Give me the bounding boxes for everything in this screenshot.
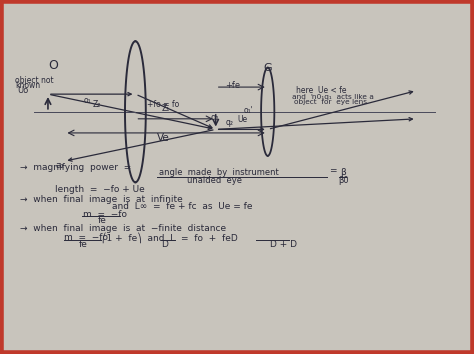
Text: O: O (48, 59, 58, 73)
Text: =: = (329, 166, 337, 176)
Text: object not: object not (15, 75, 54, 85)
Text: D + D: D + D (270, 240, 297, 249)
Text: fe: fe (98, 217, 107, 225)
Text: q₂: q₂ (225, 118, 233, 127)
Text: Uo: Uo (17, 86, 28, 96)
Text: unaided  eye: unaided eye (187, 176, 242, 185)
Text: β0: β0 (338, 176, 349, 185)
Text: length  =  −fo + Ue: length = −fo + Ue (55, 185, 145, 194)
Text: G: G (263, 63, 272, 73)
Text: o₁': o₁' (244, 106, 254, 115)
Text: fe: fe (79, 240, 88, 249)
Text: Ue: Ue (237, 115, 247, 124)
Text: known: known (15, 81, 40, 90)
Text: and  ŉ0₁q₁  acts like a: and ŉ0₁q₁ acts like a (292, 93, 374, 99)
Text: and  L∞  =  fe + fc  as  Ue = fe: and L∞ = fe + fc as Ue = fe (112, 202, 252, 211)
Text: angle  made  by  instrument: angle made by instrument (159, 168, 279, 177)
Text: →  when  final  image  is  at  infinite: → when final image is at infinite (19, 195, 182, 204)
Text: Z₂: Z₂ (93, 100, 101, 109)
Text: →  magnifying  power  =: → magnifying power = (19, 163, 131, 172)
Text: Ve: Ve (156, 132, 169, 143)
Text: a₂: a₂ (55, 161, 64, 170)
Text: +fe: +fe (225, 81, 240, 90)
Text: here  Ue < fe: here Ue < fe (296, 86, 346, 95)
Text: o₁: o₁ (83, 96, 91, 105)
Text: m  =  −fo: m = −fo (83, 210, 128, 219)
Text: m  =  −fo: m = −fo (64, 233, 109, 242)
Text: D: D (161, 240, 168, 249)
Text: q₁: q₁ (210, 113, 219, 122)
Text: +fo = fo: +fo = fo (147, 100, 180, 109)
Text: object  for  eye lens: object for eye lens (294, 99, 367, 105)
Text: β: β (340, 168, 346, 177)
Text: Z₁: Z₁ (161, 104, 170, 113)
Text: ⎛1 +  fe⎞  and  L  =  fo  +  feD: ⎛1 + fe⎞ and L = fo + feD (102, 233, 238, 244)
Text: →  when  final  image  is  at  −finite  distance: → when final image is at −finite distanc… (19, 224, 226, 233)
